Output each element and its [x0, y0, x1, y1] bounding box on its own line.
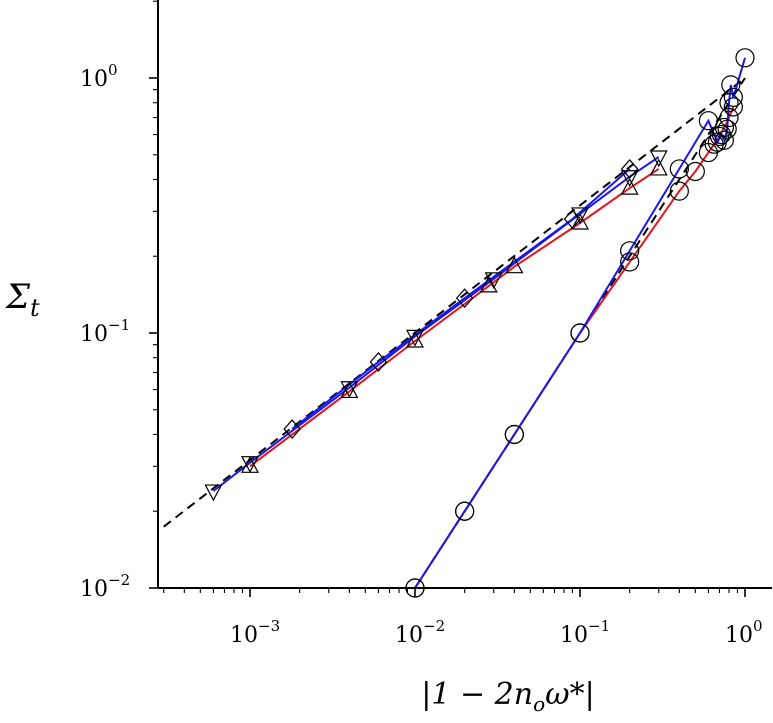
triangle-down-marker — [340, 381, 359, 399]
y-tick-labels: 10−2 10−1 100 — [80, 61, 130, 602]
circle-marker — [620, 241, 640, 261]
series-line-4 — [414, 57, 746, 589]
x-tick-labels: 10−3 10−2 10−1 100 — [230, 617, 763, 648]
y-axis-title: Σt — [4, 277, 40, 322]
circle-marker — [669, 181, 689, 201]
diamond-marker — [455, 288, 474, 309]
triangle-down-marker — [406, 329, 424, 347]
triangle-down-marker — [649, 150, 668, 168]
circle-marker — [735, 48, 755, 68]
x-tick-label: 10−2 — [395, 617, 445, 648]
series-markers — [204, 48, 755, 598]
series-line-0 — [249, 168, 660, 468]
reference-lines — [163, 77, 746, 589]
triangle-down-marker — [620, 170, 639, 188]
circle-marker — [455, 501, 475, 521]
y-tick-label: 10−2 — [80, 571, 130, 602]
x-tick-label: 10−3 — [230, 617, 280, 648]
triangle-down-marker — [484, 272, 503, 290]
y-ticks — [149, 0, 158, 589]
series-line-1 — [212, 156, 660, 492]
series-line-2 — [291, 168, 631, 430]
x-tick-label: 100 — [725, 617, 763, 648]
x-tick-label: 10−1 — [560, 617, 610, 648]
x-ticks — [163, 588, 746, 597]
diamond-marker — [369, 352, 388, 372]
triangle-down-marker — [241, 456, 259, 473]
diamond-marker — [283, 419, 301, 439]
circle-marker — [721, 75, 741, 95]
x-axis-title: |1 − 2noω*| — [421, 677, 594, 716]
dashed-reference-line-0 — [163, 77, 746, 528]
circle-marker — [504, 424, 524, 445]
triangle-up-marker — [620, 177, 639, 195]
circle-marker — [685, 161, 705, 182]
circle-marker — [711, 124, 732, 145]
circle-marker — [698, 111, 718, 131]
triangle-up-marker — [505, 256, 524, 274]
circle-marker — [714, 130, 734, 150]
diamond-marker — [620, 159, 639, 179]
circle-marker — [723, 87, 743, 107]
circle-marker — [723, 97, 743, 117]
diamond-marker — [563, 209, 582, 229]
series-lines — [212, 57, 746, 589]
y-tick-label: 100 — [80, 61, 118, 92]
circle-marker — [717, 119, 737, 139]
triangle-down-marker — [571, 207, 589, 225]
triangle-up-marker — [649, 158, 668, 176]
triangle-up-marker — [571, 212, 589, 230]
circle-marker — [719, 107, 739, 128]
triangle-up-marker — [406, 330, 424, 348]
circle-marker — [669, 159, 689, 179]
y-tick-label: 10−1 — [80, 316, 130, 347]
triangle-down-marker — [204, 484, 223, 502]
triangle-up-marker — [479, 275, 498, 293]
circle-marker — [570, 323, 590, 343]
circle-marker — [620, 252, 640, 272]
